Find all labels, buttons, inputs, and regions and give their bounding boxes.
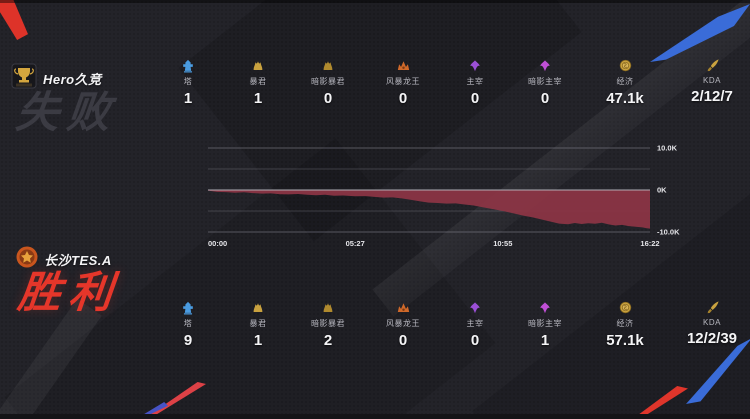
team-bottom-result: 胜利 [15, 269, 123, 317]
stat-label: KDA [703, 318, 721, 327]
stat-label: 暗影主宰 [528, 77, 562, 86]
stat-value: 1 [253, 332, 263, 349]
shadow-dominator-icon [500, 58, 590, 74]
storm-dragon-icon [358, 58, 448, 74]
stat-column-tyrant: 暴君 1 [213, 58, 303, 107]
x-axis-label: 05:27 [346, 239, 365, 248]
stat-value: 2 [323, 332, 333, 349]
team-top-logo [11, 63, 37, 96]
stat-label: 风暴龙王 [386, 77, 420, 86]
team-top-result: 失败 [13, 89, 121, 137]
bottom-edge-shade [0, 414, 750, 419]
team-bottom-name: 长沙TES.A [44, 253, 112, 268]
stat-value: 0 [398, 90, 408, 107]
stat-column-shadow-dominator: 暗影主宰 0 [500, 58, 590, 107]
coin-icon [580, 58, 670, 74]
stat-value: 0 [323, 90, 333, 107]
stat-value: 2/12/7 [691, 88, 733, 105]
stat-label: 暗影主宰 [528, 319, 562, 328]
tyrant-icon [213, 300, 303, 316]
team-top-name: Hero久竞 [43, 72, 102, 87]
shadow-tyrant-icon [283, 300, 373, 316]
stat-label: 经济 [616, 77, 634, 86]
stat-label: KDA [703, 76, 721, 85]
stat-label: 风暴龙王 [386, 319, 420, 328]
y-axis-label: 0K [657, 186, 667, 195]
dominator-icon [430, 300, 520, 316]
stat-label: 暗影暴君 [311, 319, 345, 328]
stat-column-dominator: 主宰 0 [430, 58, 520, 107]
stat-column-shadow-dominator: 暗影主宰 1 [500, 300, 590, 349]
stat-label: 塔 [183, 77, 193, 86]
stat-label: 暗影暴君 [311, 77, 345, 86]
stat-value: 57.1k [606, 332, 644, 349]
y-axis-label: -10.0K [657, 228, 680, 237]
shadow-tyrant-icon [283, 58, 373, 74]
coin-icon [580, 300, 670, 316]
stat-label: 主宰 [466, 77, 484, 86]
economy-chart: 10.0K 0K -10.0K 00:00 05:27 10:55 16:22 [205, 142, 685, 254]
stat-column-shadow-tyrant: 暗影暴君 0 [283, 58, 373, 107]
stat-value: 0 [470, 90, 480, 107]
x-axis-label: 16:22 [640, 239, 659, 248]
dominator-icon [430, 58, 520, 74]
stat-value: 0 [540, 90, 550, 107]
top-edge-shade [0, 0, 750, 3]
stat-value: 1 [540, 332, 550, 349]
stat-column-coin: 经济 57.1k [580, 300, 670, 349]
stat-label: 暴君 [249, 319, 267, 328]
stat-label: 塔 [183, 319, 193, 328]
stat-column-coin: 经济 47.1k [580, 58, 670, 107]
team-bottom-logo [15, 245, 39, 274]
stat-column-storm-dragon: 风暴龙王 0 [358, 300, 448, 349]
kda-icon [667, 300, 750, 316]
stat-column-tyrant: 暴君 1 [213, 300, 303, 349]
stat-column-dominator: 主宰 0 [430, 300, 520, 349]
stat-column-kda: KDA 2/12/7 [667, 58, 750, 105]
stat-value: 1 [253, 90, 263, 107]
stat-value: 9 [183, 332, 193, 349]
economy-chart-svg: 10.0K 0K -10.0K 00:00 05:27 10:55 16:22 [208, 144, 680, 248]
stat-value: 0 [470, 332, 480, 349]
stat-column-kda: KDA 12/2/39 [667, 300, 750, 347]
storm-dragon-icon [358, 300, 448, 316]
stat-value: 47.1k [606, 90, 644, 107]
stat-column-storm-dragon: 风暴龙王 0 [358, 58, 448, 107]
economy-diff-area [208, 190, 650, 229]
tower-icon [143, 300, 233, 316]
stat-value: 12/2/39 [686, 330, 738, 347]
y-axis-label: 10.0K [657, 144, 678, 153]
stat-label: 经济 [616, 319, 634, 328]
stat-label: 暴君 [249, 77, 267, 86]
stat-label: 主宰 [466, 319, 484, 328]
x-axis-label: 10:55 [493, 239, 512, 248]
tower-icon [143, 58, 233, 74]
kda-icon [667, 58, 750, 74]
stat-column-shadow-tyrant: 暗影暴君 2 [283, 300, 373, 349]
shadow-dominator-icon [500, 300, 590, 316]
stat-value: 0 [398, 332, 408, 349]
x-axis-label: 00:00 [208, 239, 227, 248]
tyrant-icon [213, 58, 303, 74]
stat-value: 1 [183, 90, 193, 107]
